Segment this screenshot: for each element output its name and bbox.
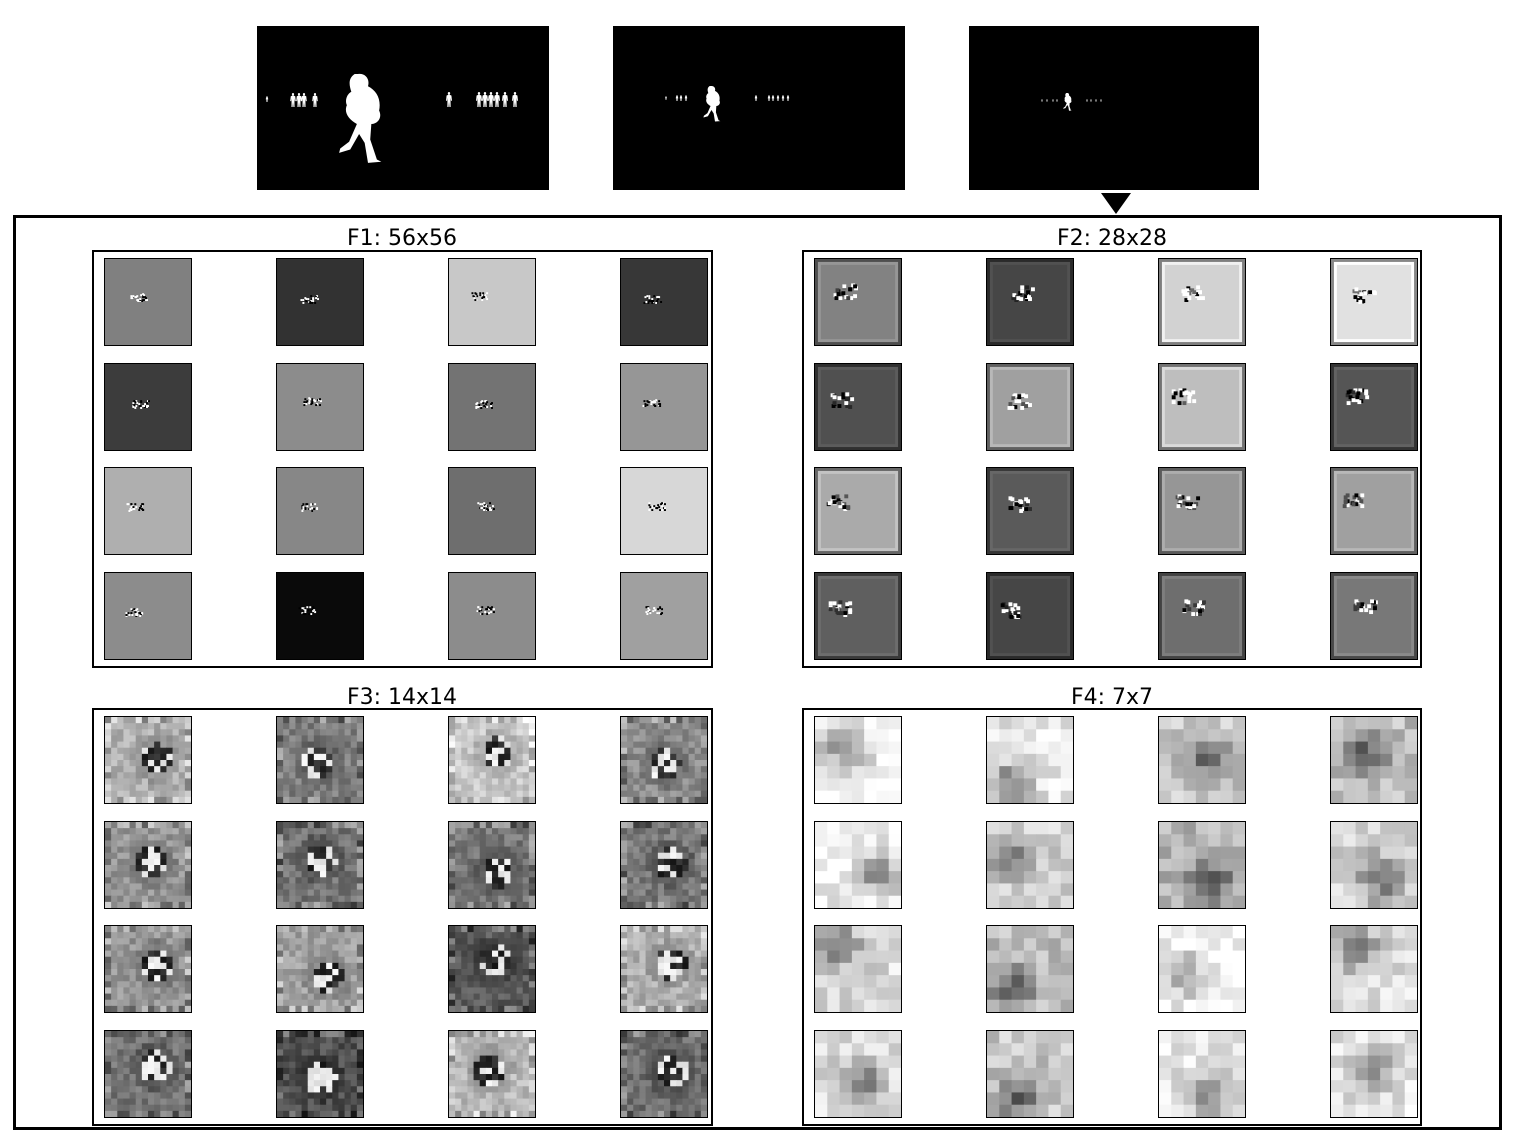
feature-map-tile — [104, 1030, 192, 1118]
panel-title-f2: F2: 28x28 — [1056, 226, 1168, 251]
feature-map-tile — [448, 258, 536, 346]
feature-map-tile — [986, 716, 1074, 804]
feature-map-tile — [1330, 821, 1418, 909]
feature-map-tile — [814, 925, 902, 1013]
pedestrian-silhouettes — [1041, 92, 1102, 111]
feature-map-tile — [814, 258, 902, 346]
input-scale-1 — [257, 26, 549, 190]
feature-map-tile — [276, 925, 364, 1013]
feature-map-tile — [448, 716, 536, 804]
feature-map-tile — [1330, 363, 1418, 451]
feature-map-tile — [986, 821, 1074, 909]
feature-map-tile — [1158, 716, 1246, 804]
feature-maps-frame — [13, 215, 1502, 1130]
panel-title-f3: F3: 14x14 — [346, 685, 458, 710]
feature-map-tile — [104, 925, 192, 1013]
feature-map-tile — [1158, 1030, 1246, 1118]
feature-map-tile — [1330, 716, 1418, 804]
feature-map-tile — [1158, 925, 1246, 1013]
feature-map-tile — [104, 572, 192, 660]
panel-f2 — [802, 250, 1422, 668]
panel-title-f1: F1: 56x56 — [346, 226, 458, 251]
feature-map-tile — [1158, 572, 1246, 660]
feature-map-tile — [986, 572, 1074, 660]
feature-map-tile — [104, 467, 192, 555]
feature-map-tile — [620, 1030, 708, 1118]
feature-map-tile — [276, 716, 364, 804]
feature-map-tile — [104, 821, 192, 909]
feature-map-tile — [1158, 258, 1246, 346]
feature-map-tile — [1330, 925, 1418, 1013]
feature-map-tile — [276, 363, 364, 451]
feature-map-tile — [986, 467, 1074, 555]
feature-map-tile — [448, 821, 536, 909]
feature-map-tile — [814, 821, 902, 909]
feature-map-tile — [814, 363, 902, 451]
feature-map-tile — [276, 467, 364, 555]
feature-map-tile — [276, 258, 364, 346]
feature-map-tile — [986, 925, 1074, 1013]
feature-map-tile — [814, 1030, 902, 1118]
feature-map-tile — [1158, 467, 1246, 555]
feature-map-tile — [620, 258, 708, 346]
feature-map-tile — [986, 363, 1074, 451]
feature-map-tile — [1158, 363, 1246, 451]
input-scale-2 — [613, 26, 905, 190]
feature-map-tile — [1330, 572, 1418, 660]
feature-map-tile — [448, 925, 536, 1013]
feature-map-tile — [620, 716, 708, 804]
feature-map-tile — [620, 467, 708, 555]
feature-map-tile — [1330, 467, 1418, 555]
panel-f1 — [92, 250, 713, 668]
feature-map-tile — [1330, 1030, 1418, 1118]
feature-map-tile — [104, 363, 192, 451]
feature-map-tile — [448, 572, 536, 660]
feature-map-tile — [986, 258, 1074, 346]
panel-f4 — [802, 708, 1422, 1126]
panel-f3 — [92, 708, 713, 1126]
feature-map-tile — [620, 821, 708, 909]
feature-map-tile — [104, 716, 192, 804]
feature-map-tile — [104, 258, 192, 346]
feature-map-tile — [1330, 258, 1418, 346]
feature-map-tile — [620, 925, 708, 1013]
feature-map-tile — [448, 467, 536, 555]
feature-map-tile — [1158, 821, 1246, 909]
input-scale-3 — [969, 26, 1259, 190]
feature-map-tile — [448, 1030, 536, 1118]
feature-map-tile — [814, 572, 902, 660]
feature-map-tile — [620, 363, 708, 451]
feature-map-tile — [276, 572, 364, 660]
feature-map-tile — [276, 821, 364, 909]
feature-map-tile — [276, 1030, 364, 1118]
feature-map-tile — [814, 467, 902, 555]
feature-map-tile — [448, 363, 536, 451]
feature-map-tile — [986, 1030, 1074, 1118]
pedestrian-silhouettes — [665, 85, 790, 122]
pedestrian-silhouettes — [265, 73, 518, 163]
feature-map-tile — [814, 716, 902, 804]
panel-title-f4: F4: 7x7 — [1070, 685, 1154, 710]
feature-map-tile — [620, 572, 708, 660]
